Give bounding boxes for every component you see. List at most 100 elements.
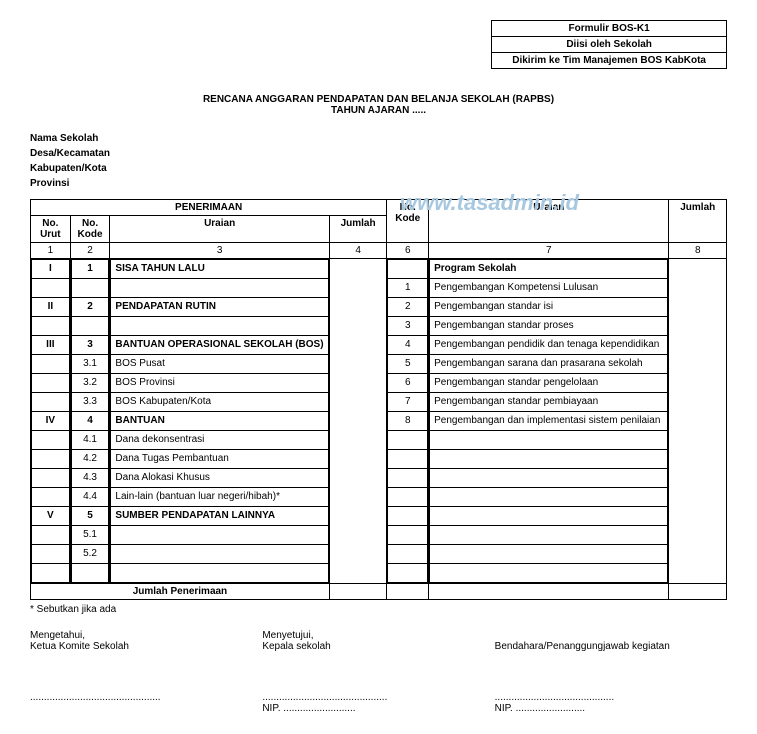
footer-jumlah2 — [669, 584, 727, 600]
right-uraian: Pengembangan standar pengelolaan — [430, 374, 668, 393]
right-kode — [388, 260, 428, 279]
left-urut — [32, 393, 70, 412]
left-urut: II — [32, 298, 70, 317]
right-uraian — [430, 507, 668, 526]
left-urut — [32, 355, 70, 374]
colnum-3: 3 — [110, 243, 329, 259]
right-kode — [388, 488, 428, 507]
right-uraian — [430, 526, 668, 545]
left-urut — [32, 564, 70, 583]
left-urut: III — [32, 336, 70, 355]
right-kode: 7 — [388, 393, 428, 412]
left-uraian: BANTUAN OPERASIONAL SEKOLAH (BOS) — [111, 336, 328, 355]
left-urut: IV — [32, 412, 70, 431]
left-uraian: SUMBER PENDAPATAN LAINNYA — [111, 507, 328, 526]
right-kode — [388, 450, 428, 469]
right-kode: 6 — [388, 374, 428, 393]
right-uraian — [430, 488, 668, 507]
left-urut — [32, 431, 70, 450]
colnum-2: 2 — [70, 243, 110, 259]
left-uraian — [111, 545, 328, 564]
left-uraian: Dana Tugas Pembantuan — [111, 450, 328, 469]
col-no-kode2: No. Kode — [387, 200, 429, 243]
right-uraian — [430, 469, 668, 488]
right-uraian: Pengembangan dan implementasi sistem pen… — [430, 412, 668, 431]
left-urut: V — [32, 507, 70, 526]
left-urut — [32, 526, 70, 545]
left-urut — [32, 545, 70, 564]
title-line-2: TAHUN AJARAN ..... — [30, 105, 727, 116]
signature-row: Mengetahui, Ketua Komite Sekolah .......… — [30, 630, 727, 714]
signature-col-1: Mengetahui, Ketua Komite Sekolah .......… — [30, 630, 262, 714]
footnote: * Sebutkan jika ada — [30, 604, 727, 615]
left-kode: 1 — [71, 260, 109, 279]
right-uraian — [430, 564, 668, 583]
col-no-urut: No. Urut — [31, 216, 71, 243]
left-urut — [32, 450, 70, 469]
sig2-sign: ........................................… — [262, 692, 494, 703]
left-kode: 4.2 — [71, 450, 109, 469]
footer-row: Jumlah Penerimaan — [31, 584, 727, 600]
right-uraian: Pengembangan pendidik dan tenaga kependi… — [430, 336, 668, 355]
header-line-2: Diisi oleh Sekolah — [492, 37, 726, 53]
right-kode — [388, 564, 428, 583]
left-urut — [32, 374, 70, 393]
sig2-line1: Menyetujui, — [262, 630, 494, 641]
col-uraian2: Uraian — [429, 200, 669, 243]
col-no-kode: No. Kode — [70, 216, 110, 243]
left-kode — [71, 317, 109, 336]
colnum-4: 4 — [329, 243, 386, 259]
meta-desa: Desa/Kecamatan — [30, 146, 727, 161]
sig2-line2: Kepala sekolah — [262, 641, 494, 652]
column-number-row: 1 2 3 4 6 7 8 — [31, 243, 727, 259]
left-uraian — [111, 564, 328, 583]
left-uraian: Dana Alokasi Khusus — [111, 469, 328, 488]
meta-prov: Provinsi — [30, 176, 727, 191]
sig1-line2: Ketua Komite Sekolah — [30, 641, 262, 652]
left-uraian — [111, 317, 328, 336]
body-row: I II III IV V 1 2 33.13.23.344.14.24.34.… — [31, 259, 727, 584]
school-meta: Nama Sekolah Desa/Kecamatan Kabupaten/Ko… — [30, 131, 727, 191]
header-line-3: Dikirim ke Tim Manajemen BOS KabKota — [492, 53, 726, 68]
left-kode: 3.3 — [71, 393, 109, 412]
left-uraian: BOS Pusat — [111, 355, 328, 374]
right-kode: 1 — [388, 279, 428, 298]
sig1-line1: Mengetahui, — [30, 630, 262, 641]
title-line-1: RENCANA ANGGARAN PENDAPATAN DAN BELANJA … — [30, 94, 727, 105]
left-uraian — [111, 279, 328, 298]
left-uraian: Dana dekonsentrasi — [111, 431, 328, 450]
left-kode: 3 — [71, 336, 109, 355]
left-kode: 5 — [71, 507, 109, 526]
left-urut: I — [32, 260, 70, 279]
left-kode: 5.2 — [71, 545, 109, 564]
left-uraian: BOS Provinsi — [111, 374, 328, 393]
right-uraian: Pengembangan standar pembiayaan — [430, 393, 668, 412]
colnum-7: 7 — [429, 243, 669, 259]
right-kode: 8 — [388, 412, 428, 431]
right-kode — [388, 431, 428, 450]
right-kode: 5 — [388, 355, 428, 374]
footer-uraian2 — [429, 584, 669, 600]
colnum-6: 6 — [387, 243, 429, 259]
right-uraian: Pengembangan sarana dan prasarana sekola… — [430, 355, 668, 374]
right-uraian: Pengembangan standar proses — [430, 317, 668, 336]
right-kode — [388, 545, 428, 564]
right-uraian — [430, 545, 668, 564]
header-line-1: Formulir BOS-K1 — [492, 21, 726, 37]
left-urut — [32, 469, 70, 488]
footer-jumlah — [329, 584, 386, 600]
col-jumlah2: Jumlah — [669, 200, 727, 243]
col-uraian: Uraian — [110, 216, 329, 243]
left-uraian: PENDAPATAN RUTIN — [111, 298, 328, 317]
meta-kab: Kabupaten/Kota — [30, 161, 727, 176]
right-uraian: Pengembangan Kompetensi Lulusan — [430, 279, 668, 298]
left-kode: 3.1 — [71, 355, 109, 374]
signature-col-2: Menyetujui, Kepala sekolah .............… — [262, 630, 494, 714]
right-uraian: Program Sekolah — [430, 260, 668, 279]
sig2-nip: NIP. .......................... — [262, 703, 494, 714]
left-kode — [71, 564, 109, 583]
left-kode: 4.3 — [71, 469, 109, 488]
left-kode: 2 — [71, 298, 109, 317]
right-kode: 3 — [388, 317, 428, 336]
sig3-sign: ........................................… — [495, 692, 727, 703]
